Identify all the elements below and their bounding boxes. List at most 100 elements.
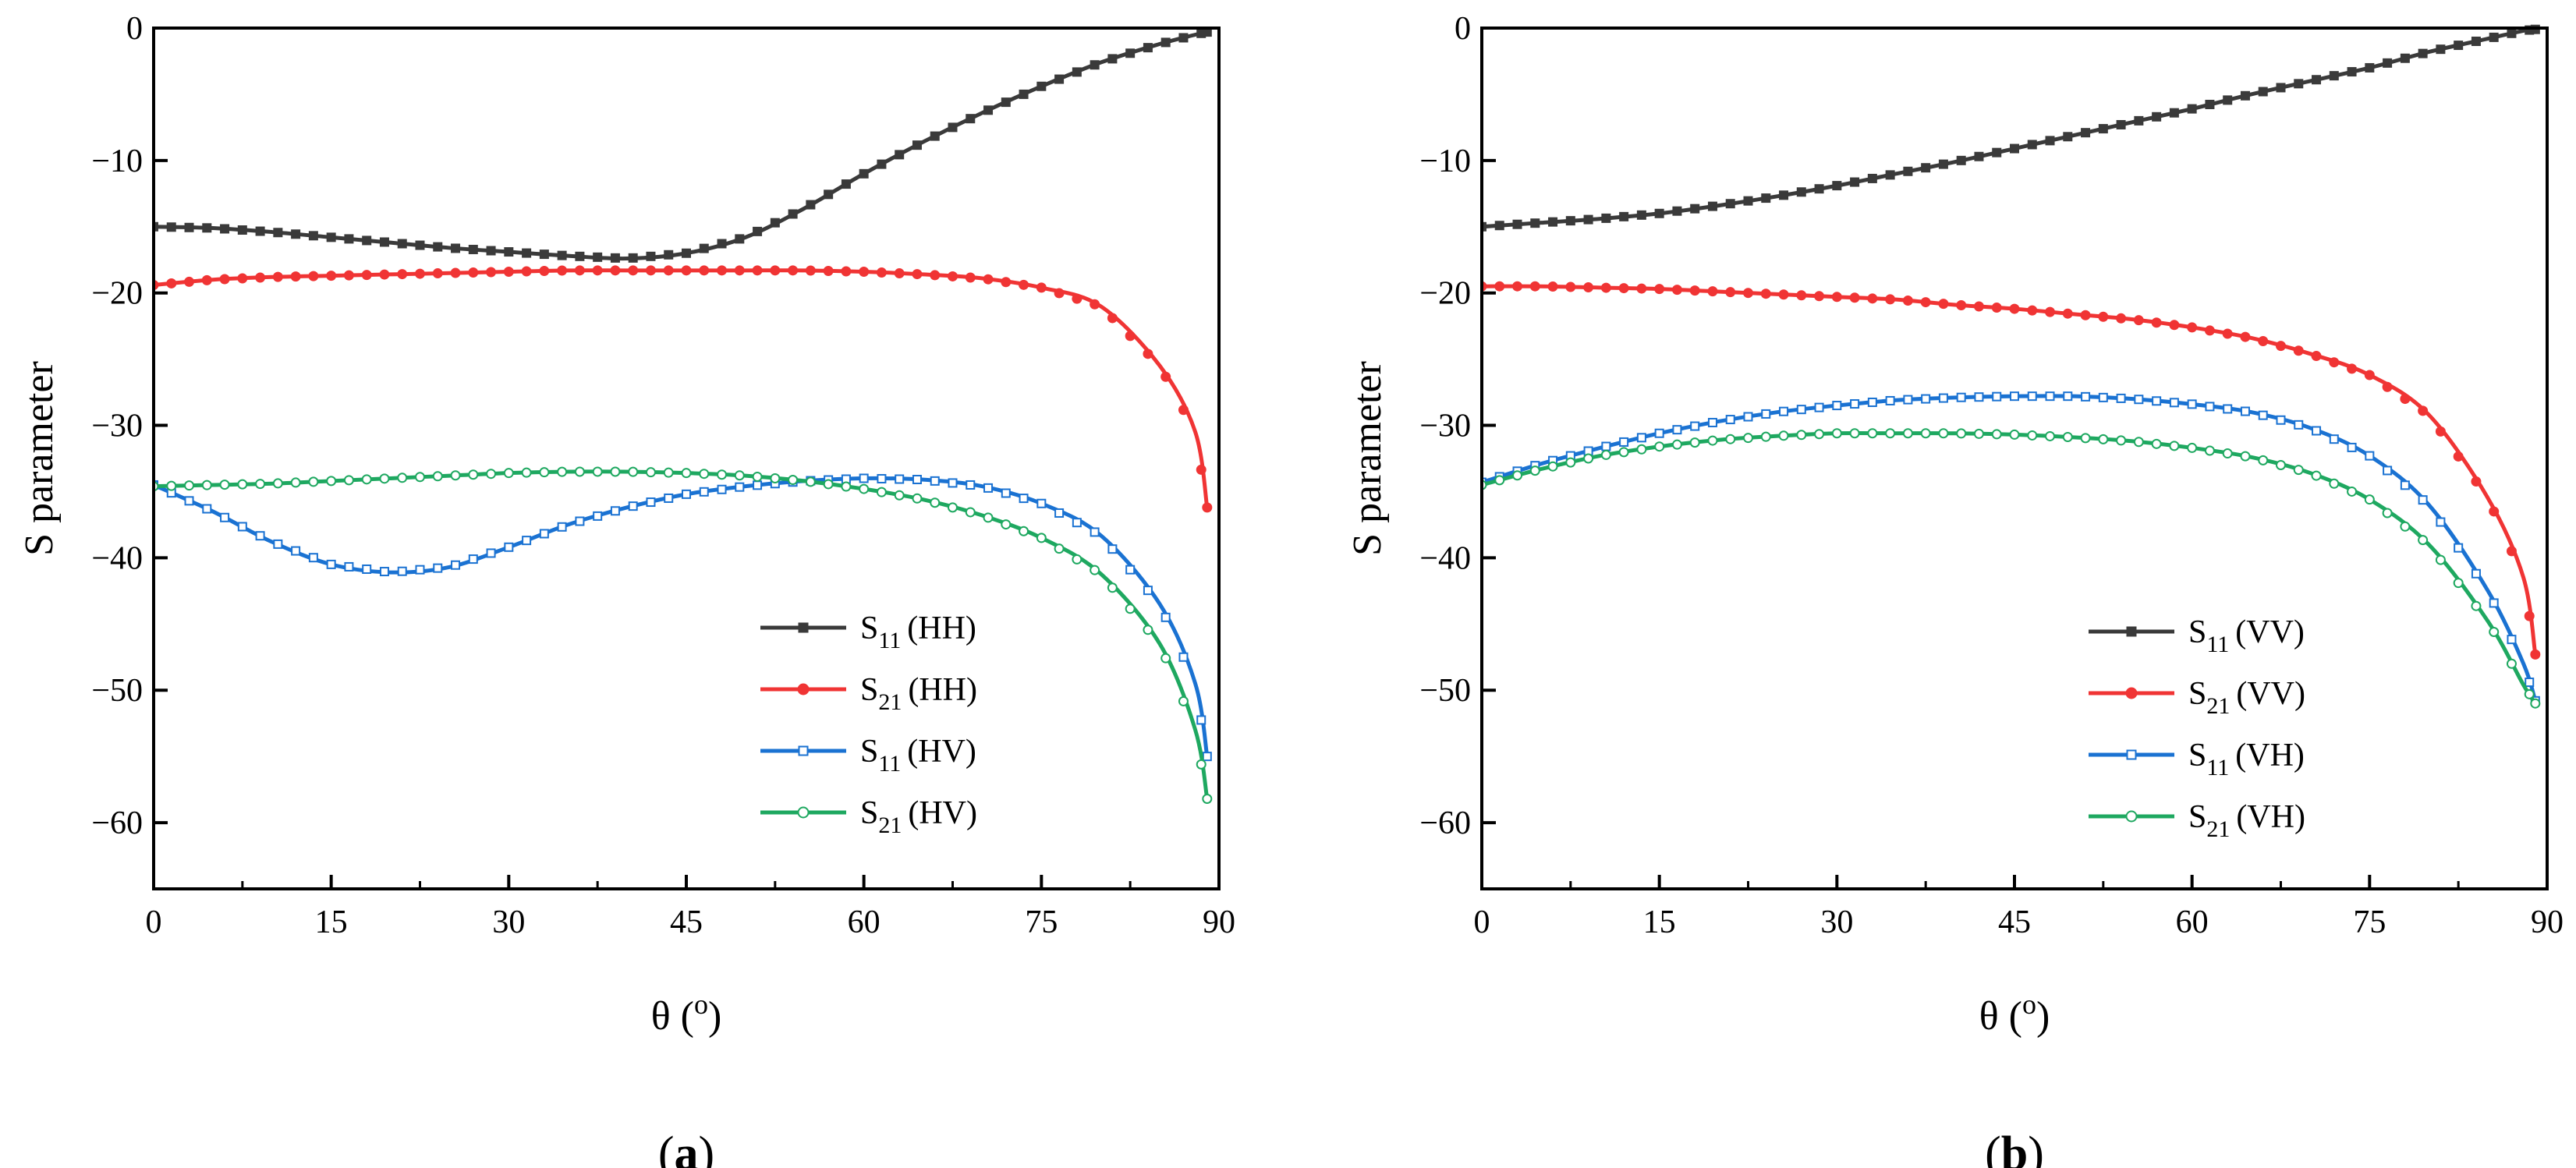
data-point bbox=[154, 221, 158, 232]
data-point bbox=[1779, 406, 1789, 416]
data-point bbox=[770, 265, 781, 276]
data-point bbox=[1761, 193, 1771, 204]
data-point bbox=[966, 114, 976, 124]
data-point bbox=[2258, 87, 2268, 97]
y-axis-title: S parameter bbox=[1345, 361, 1390, 556]
data-point bbox=[2471, 476, 2482, 487]
data-point bbox=[184, 496, 194, 506]
data-point bbox=[2169, 108, 2179, 118]
data-point bbox=[983, 105, 994, 115]
legend-label: S11 (HH) bbox=[860, 611, 976, 653]
data-point bbox=[2098, 434, 2109, 444]
data-point bbox=[2169, 320, 2180, 331]
legend-label: S11 (VH) bbox=[2188, 738, 2305, 780]
data-point bbox=[1796, 290, 1807, 301]
data-point bbox=[2062, 431, 2073, 442]
data-point bbox=[1090, 60, 1100, 70]
data-point bbox=[1902, 428, 1913, 439]
data-point bbox=[2436, 517, 2446, 527]
data-point bbox=[1143, 625, 1153, 635]
data-point bbox=[948, 271, 958, 281]
y-tick-label: −50 bbox=[91, 673, 143, 709]
series-line bbox=[154, 476, 1210, 757]
data-point bbox=[1619, 437, 1629, 447]
data-point bbox=[2311, 470, 2322, 481]
data-point bbox=[1938, 393, 1948, 403]
data-point bbox=[255, 531, 265, 541]
data-point bbox=[663, 467, 674, 478]
data-point bbox=[894, 268, 905, 279]
data-point bbox=[2222, 448, 2233, 459]
data-point bbox=[468, 267, 479, 278]
data-point bbox=[770, 473, 781, 483]
data-point bbox=[912, 269, 923, 280]
data-point bbox=[2258, 336, 2269, 347]
data-point bbox=[645, 265, 656, 276]
data-point bbox=[1107, 544, 1118, 554]
data-point bbox=[1202, 794, 1213, 805]
data-point bbox=[1178, 652, 1189, 662]
data-point bbox=[2382, 381, 2393, 392]
data-point bbox=[1636, 444, 1647, 455]
data-point bbox=[2222, 328, 2233, 339]
data-point bbox=[273, 228, 283, 238]
data-point bbox=[539, 250, 549, 260]
data-point bbox=[1583, 282, 1594, 293]
data-point bbox=[450, 470, 461, 481]
data-point bbox=[2276, 459, 2286, 470]
data-point bbox=[2489, 598, 2499, 608]
data-point bbox=[2364, 494, 2375, 505]
data-point bbox=[2204, 325, 2215, 336]
data-point bbox=[451, 243, 461, 253]
data-point bbox=[1778, 289, 1789, 300]
y-tick-label: 0 bbox=[126, 11, 143, 47]
legend-item: S11 (VH) bbox=[2089, 738, 2305, 780]
data-point bbox=[2187, 322, 2198, 333]
data-point bbox=[1512, 470, 1523, 481]
x-tick-label: 90 bbox=[2531, 904, 2564, 940]
data-point bbox=[1178, 405, 1189, 416]
data-point bbox=[2524, 611, 2535, 621]
data-point bbox=[361, 474, 372, 485]
series-line bbox=[154, 268, 1210, 508]
x-tick-label: 30 bbox=[492, 904, 525, 940]
data-point bbox=[362, 235, 372, 246]
data-point bbox=[592, 265, 603, 276]
data-point bbox=[326, 271, 337, 281]
legend-marker bbox=[797, 806, 810, 819]
data-point bbox=[2152, 396, 2162, 406]
data-point bbox=[895, 474, 905, 484]
data-point bbox=[1618, 447, 1629, 458]
data-point bbox=[2133, 315, 2144, 326]
series-s11-hv- bbox=[154, 473, 1212, 762]
data-point bbox=[202, 504, 212, 514]
data-point bbox=[610, 253, 620, 263]
data-point bbox=[1601, 213, 1611, 223]
data-point bbox=[2116, 313, 2127, 324]
data-point bbox=[521, 266, 532, 277]
data-point bbox=[1001, 519, 1012, 530]
data-point bbox=[682, 248, 691, 258]
data-point bbox=[663, 265, 674, 276]
data-point bbox=[2329, 71, 2339, 81]
data-point bbox=[912, 140, 922, 150]
data-point bbox=[2312, 426, 2322, 436]
data-point bbox=[2530, 698, 2541, 709]
data-point bbox=[1814, 291, 1825, 302]
data-point bbox=[2204, 445, 2215, 456]
data-point bbox=[2435, 426, 2446, 437]
data-point bbox=[1019, 526, 1029, 536]
data-point bbox=[1600, 282, 1611, 293]
data-point bbox=[877, 473, 887, 483]
data-point bbox=[202, 223, 212, 233]
data-point bbox=[2187, 442, 2198, 453]
data-point bbox=[2045, 430, 2056, 441]
data-point bbox=[574, 265, 585, 276]
data-point bbox=[1814, 429, 1825, 440]
data-point bbox=[1178, 33, 1189, 43]
data-point bbox=[681, 468, 692, 479]
data-point bbox=[1725, 199, 1735, 209]
data-point bbox=[397, 473, 408, 483]
data-point bbox=[1760, 431, 1771, 442]
y-axis-title: S parameter bbox=[17, 361, 62, 556]
